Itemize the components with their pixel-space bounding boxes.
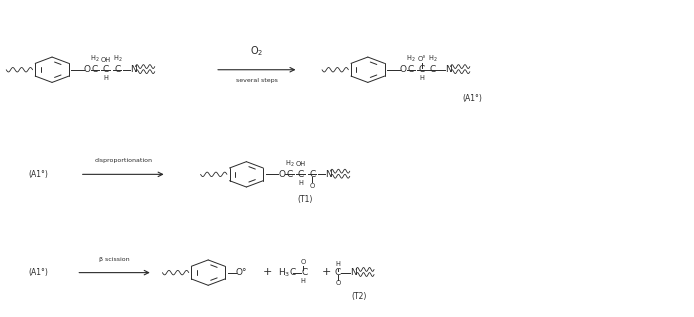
Text: (A1°): (A1°): [28, 268, 48, 277]
Text: H$_2$: H$_2$: [90, 54, 100, 64]
Text: H$_2$: H$_2$: [285, 158, 294, 169]
Text: C: C: [407, 65, 414, 74]
Text: H$_2$: H$_2$: [428, 54, 437, 64]
Text: C: C: [309, 170, 316, 179]
Text: O: O: [301, 259, 306, 265]
Text: O°: O°: [418, 56, 426, 62]
Text: N: N: [445, 65, 452, 74]
Text: H: H: [103, 75, 108, 81]
Text: OH: OH: [296, 161, 305, 167]
Text: O: O: [310, 183, 315, 189]
Text: H: H: [301, 278, 306, 284]
Text: O°: O°: [236, 268, 248, 277]
Text: +: +: [262, 267, 272, 277]
Text: (T1): (T1): [298, 195, 313, 204]
Text: OH: OH: [101, 57, 110, 63]
Text: C: C: [92, 65, 99, 74]
Text: (A1°): (A1°): [28, 170, 48, 179]
Text: H$_2$: H$_2$: [406, 54, 416, 64]
Text: H: H: [419, 75, 425, 81]
Text: +: +: [321, 267, 331, 277]
Text: O: O: [278, 170, 285, 178]
Text: C: C: [301, 268, 307, 277]
Text: C: C: [429, 65, 436, 74]
Text: H: H: [298, 180, 303, 186]
Text: N: N: [325, 170, 332, 178]
Text: O$_2$: O$_2$: [250, 44, 264, 58]
Text: C: C: [335, 268, 341, 277]
Text: (T2): (T2): [351, 292, 366, 301]
Text: β scission: β scission: [99, 257, 130, 262]
Text: O: O: [84, 65, 91, 74]
Text: H: H: [335, 261, 341, 267]
Text: several steps: several steps: [236, 78, 278, 83]
Text: C: C: [297, 170, 304, 179]
Text: N: N: [130, 65, 137, 74]
Text: N: N: [350, 268, 357, 277]
Text: C: C: [102, 65, 109, 74]
Text: C: C: [114, 65, 121, 74]
Text: (A1°): (A1°): [462, 94, 482, 102]
Text: O: O: [335, 280, 341, 286]
Text: H$_2$: H$_2$: [112, 54, 122, 64]
Text: H$_3$C: H$_3$C: [278, 266, 296, 279]
Text: O: O: [400, 65, 407, 74]
Text: C: C: [418, 65, 425, 74]
Text: disproportionation: disproportionation: [94, 158, 152, 163]
Text: C: C: [286, 170, 293, 179]
